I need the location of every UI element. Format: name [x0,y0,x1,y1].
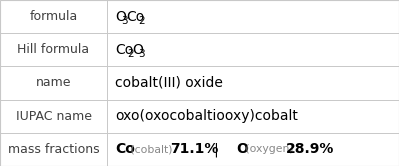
Text: Co: Co [115,43,133,57]
Text: mass fractions: mass fractions [8,143,99,156]
Text: (oxygen): (oxygen) [243,144,298,154]
Text: formula: formula [30,10,78,23]
Text: 3: 3 [138,49,144,59]
Text: Co: Co [126,10,144,24]
Text: oxo(oxocobaltiooxy)cobalt: oxo(oxocobaltiooxy)cobalt [115,109,298,123]
Text: 71.1%: 71.1% [170,142,219,156]
Text: name: name [36,77,71,89]
Text: |: | [201,142,232,157]
Text: 2: 2 [138,16,144,26]
Text: cobalt(III) oxide: cobalt(III) oxide [115,76,223,90]
Text: Co: Co [115,142,135,156]
Text: IUPAC name: IUPAC name [16,110,91,123]
Text: 3: 3 [121,16,128,26]
Text: (cobalt): (cobalt) [127,144,176,154]
Text: O: O [132,43,143,57]
Text: Hill formula: Hill formula [18,43,89,56]
Text: O: O [115,10,126,24]
Text: O: O [236,142,248,156]
Text: 28.9%: 28.9% [285,142,334,156]
Text: 2: 2 [127,49,134,59]
